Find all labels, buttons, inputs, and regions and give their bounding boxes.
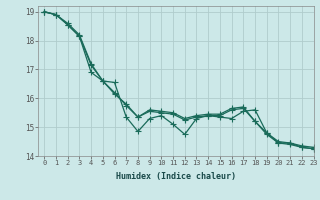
X-axis label: Humidex (Indice chaleur): Humidex (Indice chaleur) bbox=[116, 172, 236, 181]
